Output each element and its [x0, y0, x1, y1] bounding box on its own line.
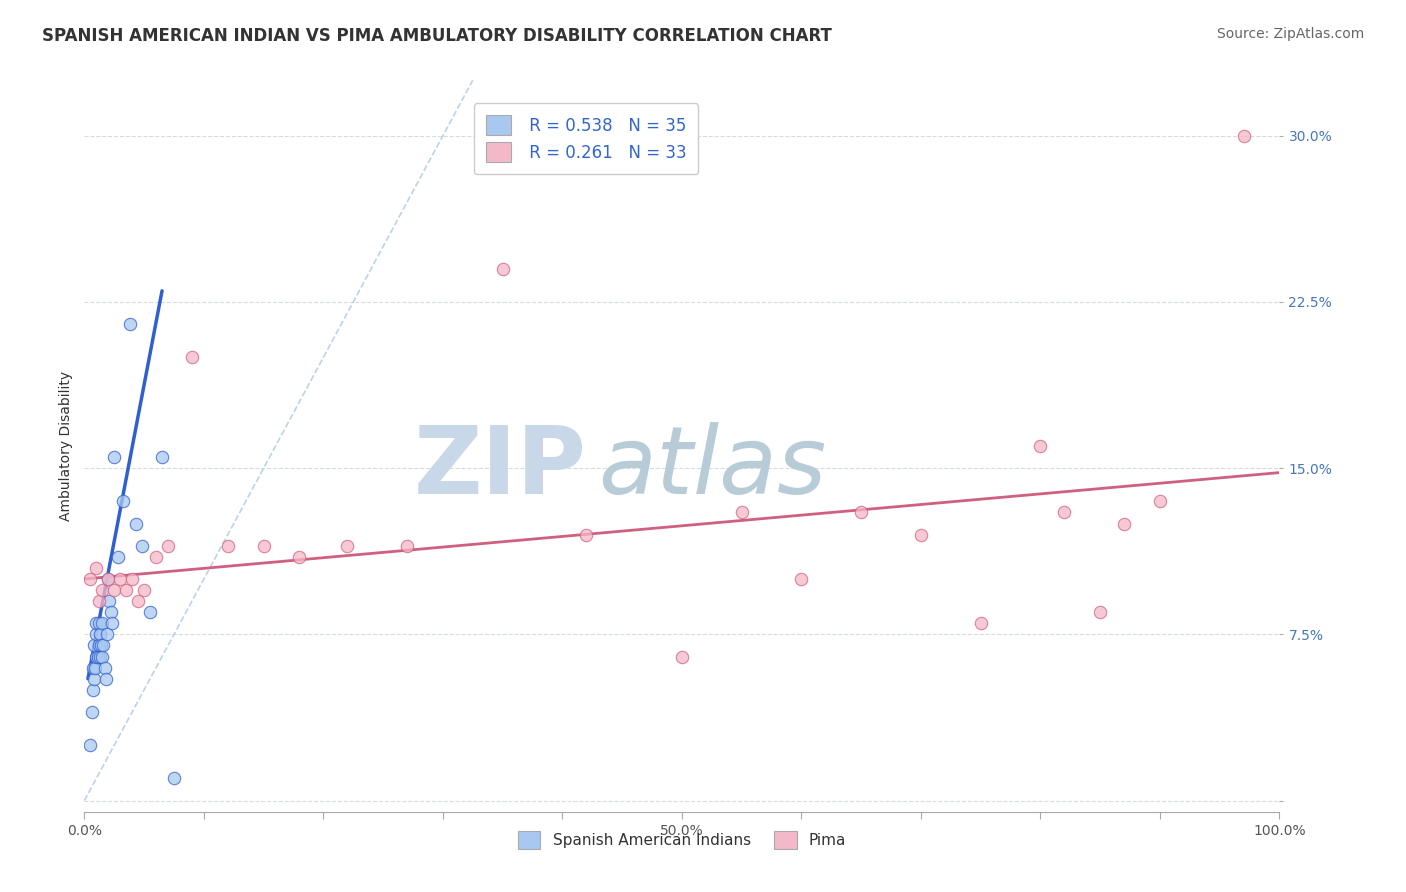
- Point: [731, 506, 754, 520]
- Point: [86, 649, 108, 664]
- Point: [79, 738, 101, 752]
- Point: [94, 672, 117, 686]
- Point: [131, 539, 153, 553]
- Point: [87, 594, 110, 608]
- Point: [336, 539, 359, 553]
- Point: [100, 605, 122, 619]
- Point: [96, 627, 118, 641]
- Point: [86, 616, 108, 631]
- Point: [121, 572, 143, 586]
- Point: [181, 351, 204, 365]
- Point: [93, 660, 115, 674]
- Point: [87, 616, 110, 631]
- Point: [83, 672, 105, 686]
- Point: [110, 572, 132, 586]
- Point: [86, 627, 108, 641]
- Point: [145, 549, 167, 564]
- Point: [80, 705, 103, 719]
- Point: [1149, 494, 1171, 508]
- Point: [83, 639, 105, 653]
- Point: [79, 572, 101, 586]
- Point: [1233, 128, 1256, 143]
- Point: [125, 516, 148, 531]
- Point: [82, 682, 104, 697]
- Point: [1053, 506, 1076, 520]
- Point: [101, 616, 124, 631]
- Point: [89, 649, 111, 664]
- Point: [127, 594, 149, 608]
- Point: [217, 539, 239, 553]
- Point: [86, 649, 108, 664]
- Point: [671, 649, 693, 664]
- Point: [1090, 605, 1112, 619]
- Point: [82, 660, 104, 674]
- Point: [86, 561, 108, 575]
- Point: [111, 494, 134, 508]
- Point: [90, 639, 112, 653]
- Point: [89, 627, 111, 641]
- Point: [118, 317, 141, 331]
- Point: [1029, 439, 1052, 453]
- Point: [107, 549, 129, 564]
- Point: [84, 660, 107, 674]
- Text: ZIP: ZIP: [413, 422, 586, 514]
- Point: [115, 583, 138, 598]
- Point: [91, 616, 114, 631]
- Point: [790, 572, 813, 586]
- Point: [93, 639, 115, 653]
- Point: [91, 583, 114, 598]
- Point: [288, 549, 311, 564]
- Point: [103, 450, 125, 464]
- Point: [150, 450, 173, 464]
- Point: [396, 539, 419, 553]
- Y-axis label: Ambulatory Disability: Ambulatory Disability: [59, 371, 73, 521]
- Point: [91, 649, 114, 664]
- Text: atlas: atlas: [599, 423, 827, 514]
- Point: [970, 616, 993, 631]
- Text: Source: ZipAtlas.com: Source: ZipAtlas.com: [1216, 27, 1364, 41]
- Point: [97, 572, 120, 586]
- Point: [575, 527, 598, 541]
- Point: [910, 527, 932, 541]
- Point: [132, 583, 156, 598]
- Point: [851, 506, 873, 520]
- Point: [157, 539, 180, 553]
- Point: [139, 605, 162, 619]
- Point: [1114, 516, 1136, 531]
- Text: SPANISH AMERICAN INDIAN VS PIMA AMBULATORY DISABILITY CORRELATION CHART: SPANISH AMERICAN INDIAN VS PIMA AMBULATO…: [42, 27, 832, 45]
- Legend: Spanish American Indians, Pima: Spanish American Indians, Pima: [512, 824, 852, 855]
- Point: [98, 594, 121, 608]
- Point: [253, 539, 276, 553]
- Point: [87, 639, 110, 653]
- Point: [163, 772, 186, 786]
- Point: [103, 583, 125, 598]
- Point: [492, 261, 515, 276]
- Point: [97, 572, 120, 586]
